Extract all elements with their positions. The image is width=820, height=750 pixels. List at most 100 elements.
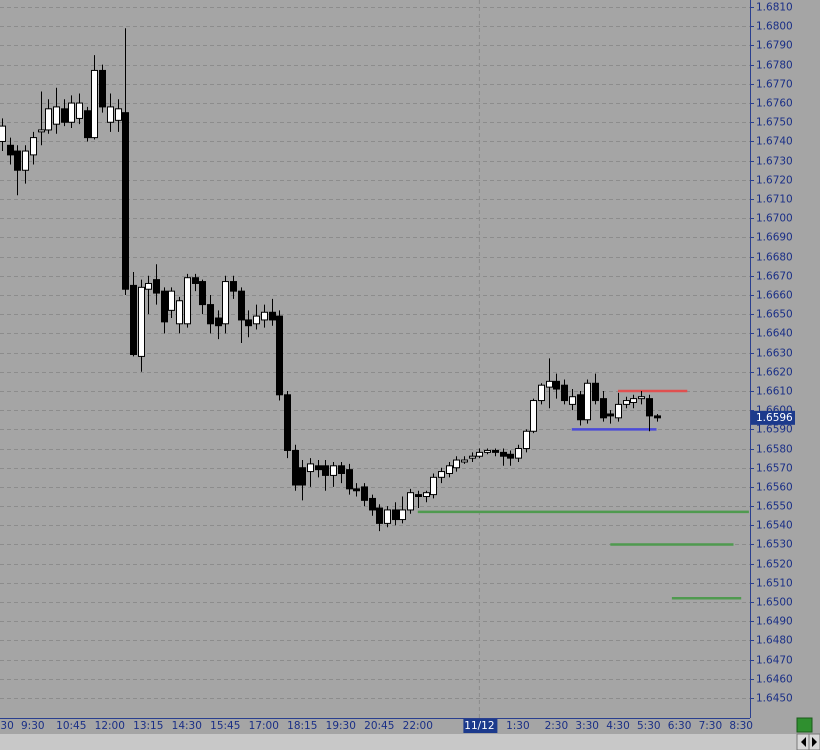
candle-body [623,400,630,405]
x-tick-label: 15:45 [210,720,240,732]
candle-body [523,430,530,450]
candle-body [507,453,514,459]
scrollbar[interactable] [0,734,797,750]
y-tick-label: 1.6490 [756,616,793,628]
candle-body [30,137,37,156]
candle-body [369,497,376,511]
candle-body [476,451,483,457]
x-tick-label: 17:00 [249,720,279,732]
candle-body [215,317,222,327]
candle-body [0,125,6,142]
candle-body [253,315,260,325]
candle-body [322,465,329,476]
candle-body [577,394,584,421]
candle-body [68,102,75,123]
date-highlight [463,719,498,733]
candle-body [38,129,45,133]
y-tick-label: 1.6710 [756,194,793,206]
candle-body [600,398,607,419]
candle-body [546,380,553,388]
candle-body [376,507,383,524]
y-tick-label: 1.6660 [756,290,793,302]
candle-body [207,304,214,325]
x-tick-label: 8:30 [0,720,14,732]
candle-body [284,394,291,451]
y-tick-label: 1.6670 [756,271,793,283]
candle-body [500,451,507,457]
candle-body [453,459,460,469]
candle-body [561,384,568,402]
candle-body [553,380,560,390]
candle-body [423,492,430,498]
candle-body [192,277,199,284]
candle-body [469,455,476,459]
candle-body [292,449,299,486]
y-tick-label: 1.6630 [756,348,793,360]
x-tick-label: 11/12 [464,720,494,732]
y-tick-label: 1.6740 [756,136,793,148]
y-tick-label: 1.6510 [756,578,793,590]
y-tick-label: 1.6790 [756,40,793,52]
candle-body [315,465,322,471]
candle-body [61,108,68,123]
y-tick-label: 1.6700 [756,213,793,225]
candle-body [384,509,391,524]
x-tick-label: 4:30 [606,720,630,732]
y-tick-label: 1.6620 [756,367,793,379]
candle-body [654,415,661,419]
x-tick-label: 8:30 [729,720,753,732]
candle-body [22,150,29,171]
x-tick-label: 3:30 [575,720,599,732]
candle-body [353,488,360,492]
candle-body [122,112,129,290]
candle-body [330,465,337,476]
candle-body [584,382,591,421]
candle-body [14,150,21,171]
candle-body [199,281,206,306]
x-tick-label: 9:30 [21,720,45,732]
x-tick-label: 5:30 [637,720,661,732]
candle-body [346,469,353,490]
candle-body [261,311,268,321]
x-tick-label: 7:30 [699,720,723,732]
candle-body [569,396,576,405]
candle-body [45,108,52,131]
candle-body [338,465,345,474]
y-tick-label: 1.6720 [756,175,793,187]
candle-body [176,300,183,325]
x-tick-label: 20:45 [364,720,394,732]
candle-body [607,413,614,417]
current-price-box [751,410,795,425]
y-tick-label: 1.6580 [756,444,793,456]
current-price-label: 1.6596 [756,412,793,424]
candle-body [415,494,422,498]
candle-body [515,448,522,459]
y-tick-label: 1.6460 [756,674,793,686]
y-tick-label: 1.6500 [756,597,793,609]
x-tick-label: 19:30 [326,720,356,732]
candle-body [399,509,406,521]
y-tick-label: 1.6770 [756,79,793,91]
y-tick-label: 1.6520 [756,559,793,571]
candle-body [276,315,283,396]
candle-body [53,106,60,125]
y-tick-label: 1.6780 [756,60,793,72]
candle-body [161,290,168,323]
candle-body [438,471,445,478]
y-tick-label: 1.6690 [756,232,793,244]
candle-body [446,465,453,474]
candle-body [7,144,14,156]
candle-body [222,281,229,325]
x-tick-label: 2:30 [545,720,569,732]
x-tick-label: 12:00 [95,720,125,732]
candle-body [630,398,637,403]
candle-body [538,384,545,402]
x-tick-label: 6:30 [668,720,692,732]
candle-body [638,396,645,400]
candle-body [269,311,276,321]
scroll-left-arrow [801,737,806,747]
candle-body [238,290,245,321]
corner-button[interactable] [796,717,813,733]
x-tick-label: 10:45 [56,720,86,732]
